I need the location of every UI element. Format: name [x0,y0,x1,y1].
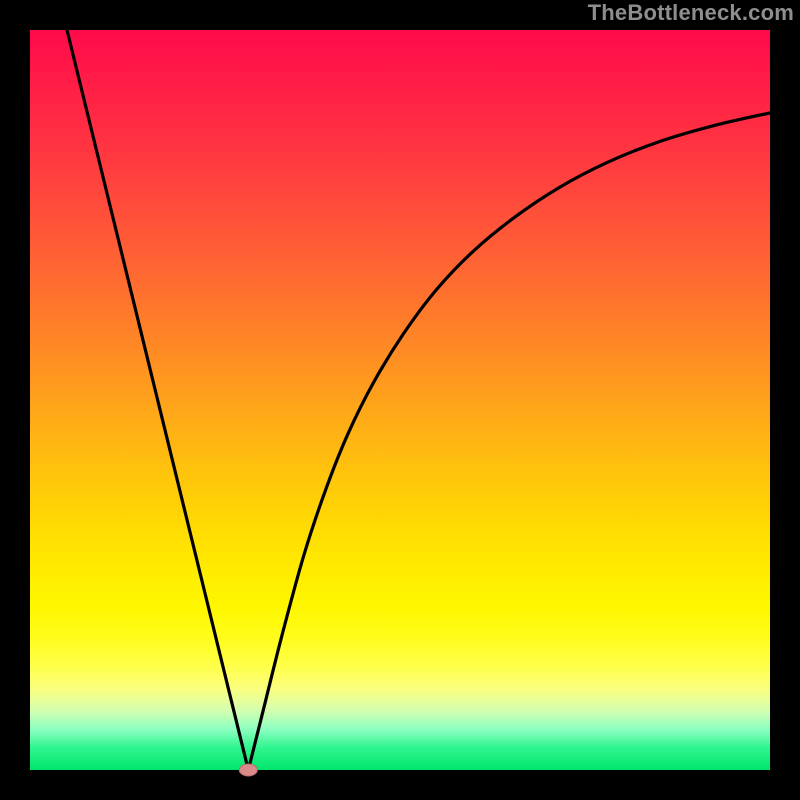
minimum-marker [239,764,257,776]
watermark-text: TheBottleneck.com [588,0,794,26]
bottleneck-chart [0,0,800,800]
chart-container: TheBottleneck.com [0,0,800,800]
